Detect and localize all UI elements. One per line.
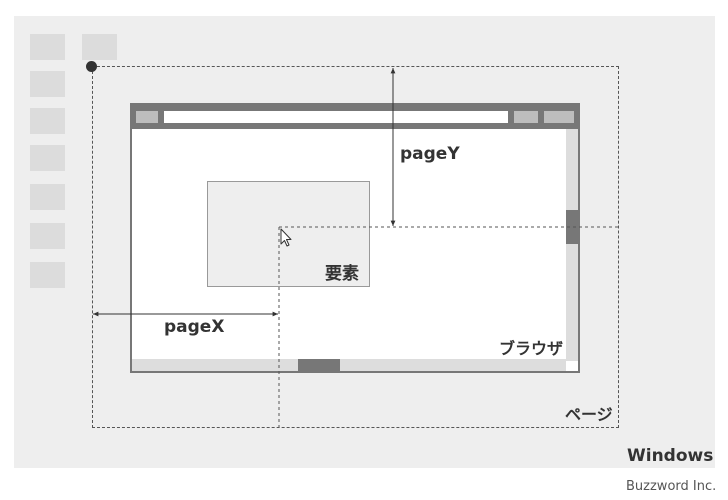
mouse-cursor-icon [280,228,292,247]
desktop-icon-tile [30,71,65,97]
browser-address-bar[interactable] [164,111,508,123]
browser-button-1[interactable] [514,111,538,123]
page-boundary [92,66,619,428]
page-y-label: pageY [400,144,460,164]
page-x-label: pageX [164,317,225,337]
page-origin-dot [86,61,97,72]
element-box [207,181,370,287]
desktop-icon-tile [82,34,117,60]
browser-button-2[interactable] [544,111,574,123]
desktop-icon-tile [30,262,65,288]
vertical-scrollbar-thumb[interactable] [566,210,578,244]
browser-back-button[interactable] [136,111,158,123]
element-label: 要素 [325,264,359,284]
page-label: ページ [565,405,613,424]
vertical-scrollbar[interactable] [566,129,578,361]
desktop-icon-tile [30,34,65,60]
desktop-icon-tile [30,108,65,134]
desktop-icon-tile [30,184,65,210]
horizontal-scrollbar-thumb[interactable] [298,359,340,371]
desktop-icon-tile [30,145,65,171]
credit-text: Buzzword Inc. [626,479,717,494]
desktop-icon-tile [30,223,65,249]
windows-label: Windows [627,446,714,466]
browser-titlebar [132,105,578,129]
browser-label: ブラウザ [499,339,564,358]
horizontal-scrollbar[interactable] [132,359,566,371]
